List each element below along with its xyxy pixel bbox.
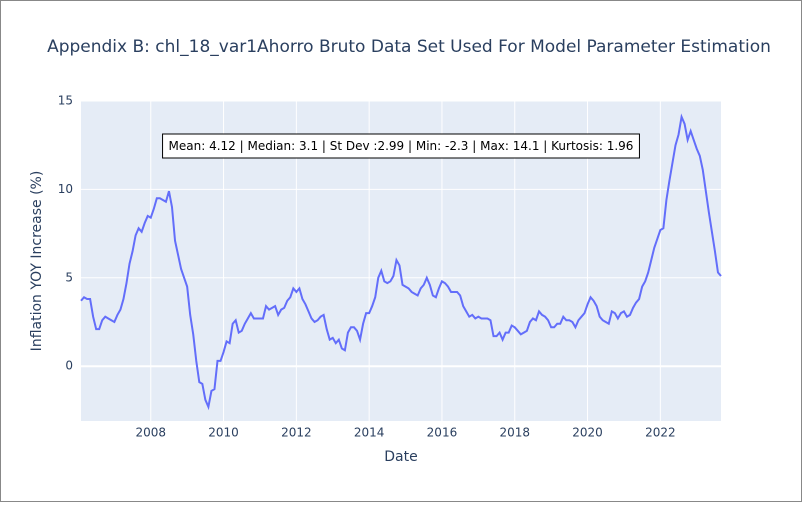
y-tick-label: 10 [58, 182, 73, 196]
chart-title: Appendix B: chl_18_var1Ahorro Bruto Data… [47, 37, 771, 57]
x-tick-label: 2010 [208, 426, 239, 440]
x-tick-label: 2022 [645, 426, 676, 440]
x-tick-label: 2012 [281, 426, 312, 440]
y-axis-label: Inflation YOY Increase (%) [29, 171, 45, 352]
x-axis-label: Date [384, 449, 417, 465]
annotation-box [162, 133, 640, 159]
x-tick-label: 2014 [354, 426, 385, 440]
annotation: Mean: 4.12 | Median: 3.1 | St Dev :2.99 … [169, 139, 634, 153]
x-tick-label: 2008 [135, 426, 166, 440]
y-tick-label: 15 [58, 94, 73, 108]
x-tick-label: 2018 [499, 426, 530, 440]
x-tick-label: 2016 [427, 426, 458, 440]
x-tick-label: 2020 [572, 426, 603, 440]
y-tick-label: 5 [65, 270, 73, 284]
y-tick-label: 0 [65, 359, 73, 373]
data-line [80, 113, 722, 411]
